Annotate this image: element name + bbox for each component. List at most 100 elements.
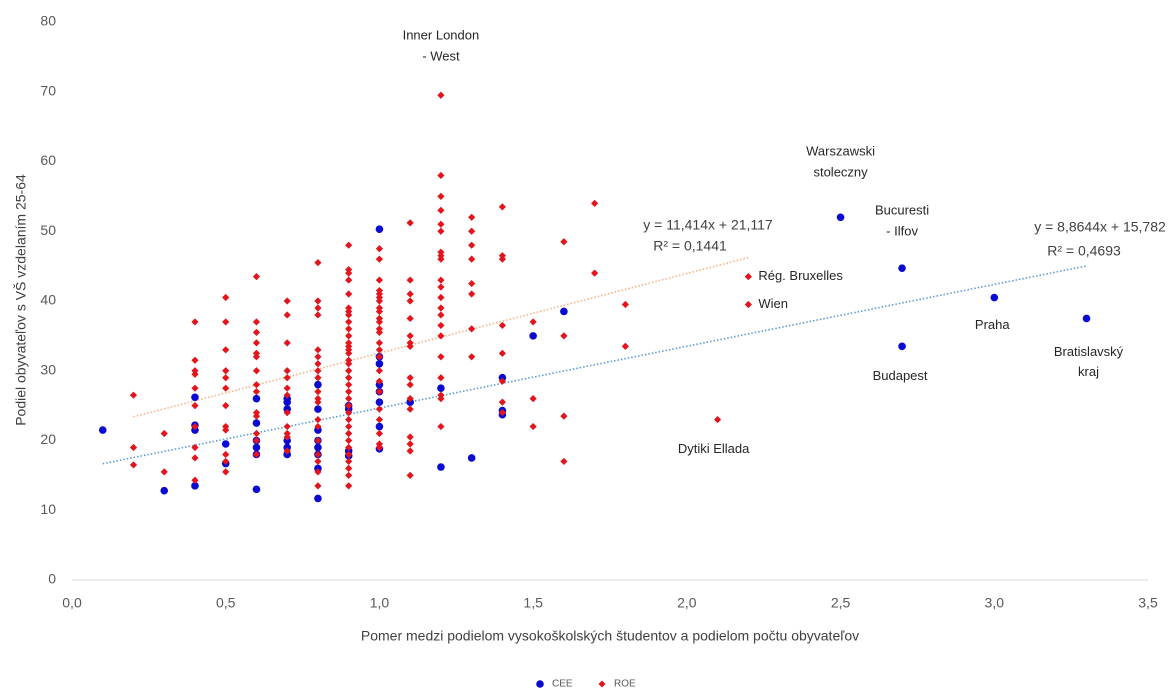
point <box>990 293 999 302</box>
point <box>468 241 476 249</box>
point <box>345 402 353 410</box>
point <box>560 457 568 466</box>
point <box>314 374 322 382</box>
point <box>898 342 906 351</box>
point <box>375 377 384 385</box>
point <box>468 290 476 298</box>
point <box>560 412 568 420</box>
point <box>314 311 322 319</box>
point <box>222 457 230 466</box>
point-annotation: Praha <box>975 317 1010 332</box>
x-tick-label: 3,5 <box>1138 595 1158 611</box>
point <box>283 447 291 455</box>
point <box>252 381 261 389</box>
point <box>314 398 322 406</box>
point <box>621 342 629 350</box>
point <box>406 381 414 389</box>
point <box>345 395 353 403</box>
point <box>345 482 353 490</box>
point-annotation: Bratislavský <box>1054 344 1124 359</box>
point <box>191 454 199 462</box>
point <box>160 429 168 438</box>
point <box>222 367 230 375</box>
point <box>283 409 291 417</box>
point <box>406 342 414 350</box>
point <box>529 422 537 431</box>
point <box>406 332 414 340</box>
point <box>375 346 384 354</box>
point <box>222 426 230 434</box>
point <box>437 332 445 340</box>
point <box>252 436 261 445</box>
point <box>375 318 384 326</box>
point <box>345 318 353 326</box>
point <box>375 405 384 413</box>
x-tick-label: 0,5 <box>216 595 236 611</box>
point <box>468 255 476 263</box>
point <box>314 436 322 445</box>
point-annotation: Wien <box>758 296 788 311</box>
point <box>375 245 384 253</box>
point <box>160 468 168 476</box>
point <box>314 388 322 396</box>
point <box>345 388 353 396</box>
point <box>529 318 537 326</box>
point <box>591 199 599 207</box>
point <box>498 203 506 211</box>
point <box>529 395 537 403</box>
point <box>252 485 261 494</box>
point <box>375 307 384 316</box>
point <box>437 384 445 392</box>
point <box>222 402 230 410</box>
y-tick-label: 30 <box>40 361 56 377</box>
trendline-equation: y = 11,414x + 21,117 <box>643 217 773 233</box>
point <box>252 412 261 420</box>
point <box>191 476 199 484</box>
point <box>560 238 568 246</box>
point <box>314 494 322 503</box>
point <box>406 290 414 298</box>
point <box>191 402 199 410</box>
point <box>283 433 291 441</box>
y-tick-label: 60 <box>40 152 56 168</box>
point <box>437 91 445 99</box>
point <box>314 468 322 476</box>
point <box>345 241 353 249</box>
point <box>406 219 414 227</box>
point <box>345 381 353 389</box>
point <box>345 374 353 382</box>
point <box>314 346 322 354</box>
point <box>345 311 353 319</box>
x-tick-label: 1,5 <box>523 595 543 611</box>
point <box>345 360 353 368</box>
point-annotation: Dytiki Ellada <box>678 441 750 456</box>
point <box>191 370 199 378</box>
point <box>252 339 261 347</box>
point <box>744 272 752 281</box>
y-tick-label: 80 <box>40 13 56 29</box>
point <box>191 422 199 431</box>
trendline-equation: y = 8,8644x + 15,782 <box>1034 219 1166 235</box>
point <box>406 433 414 441</box>
legend-marker <box>536 680 544 688</box>
legend-label: CEE <box>552 679 573 690</box>
point <box>437 304 445 312</box>
point <box>406 374 414 382</box>
point <box>437 283 445 291</box>
point <box>498 321 506 330</box>
point <box>468 227 476 235</box>
point-annotation: - West <box>422 49 460 64</box>
point <box>345 269 353 277</box>
point <box>437 171 445 180</box>
point <box>375 388 384 396</box>
point <box>375 359 384 368</box>
point <box>375 328 384 336</box>
point <box>221 440 230 448</box>
point <box>498 398 506 406</box>
point <box>467 454 476 462</box>
point-annotation: Warszawski <box>806 144 875 159</box>
point <box>283 367 291 375</box>
point <box>437 395 445 403</box>
point <box>375 398 384 406</box>
point <box>222 346 230 354</box>
